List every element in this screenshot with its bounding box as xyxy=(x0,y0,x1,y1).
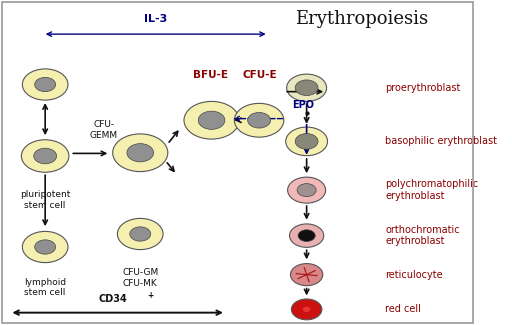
Text: red cell: red cell xyxy=(385,305,421,314)
Circle shape xyxy=(295,80,318,96)
Text: lymphoid
stem cell: lymphoid stem cell xyxy=(24,278,66,297)
Text: BFU-E: BFU-E xyxy=(193,70,228,80)
Circle shape xyxy=(23,231,68,263)
Text: IL-3: IL-3 xyxy=(144,14,167,24)
Text: reticulocyte: reticulocyte xyxy=(385,270,443,280)
Text: CFU-GM
CFU-MK: CFU-GM CFU-MK xyxy=(122,268,158,288)
Circle shape xyxy=(113,134,168,172)
Text: CD34: CD34 xyxy=(98,293,127,304)
Circle shape xyxy=(303,307,310,312)
Circle shape xyxy=(35,240,56,254)
Text: orthochromatic
erythroblast: orthochromatic erythroblast xyxy=(385,225,460,246)
Circle shape xyxy=(22,140,69,172)
Text: basophilic erythroblast: basophilic erythroblast xyxy=(385,136,497,146)
Circle shape xyxy=(289,224,324,247)
Text: EPO: EPO xyxy=(292,100,314,110)
Circle shape xyxy=(291,299,322,320)
Circle shape xyxy=(295,134,318,149)
Circle shape xyxy=(298,230,315,241)
Circle shape xyxy=(290,264,323,286)
Circle shape xyxy=(248,112,270,128)
Text: Erythropoiesis: Erythropoiesis xyxy=(295,10,428,28)
Text: +: + xyxy=(147,291,153,300)
Text: proerythroblast: proerythroblast xyxy=(385,83,460,93)
Circle shape xyxy=(294,266,319,283)
Circle shape xyxy=(297,184,316,197)
Text: polychromatophilic
erythroblast: polychromatophilic erythroblast xyxy=(385,179,478,201)
Circle shape xyxy=(35,77,56,92)
Circle shape xyxy=(23,69,68,100)
Circle shape xyxy=(286,127,328,156)
Text: CFU-E: CFU-E xyxy=(243,70,278,80)
Circle shape xyxy=(234,103,284,137)
Circle shape xyxy=(130,227,151,241)
Text: pluripotent
stem cell: pluripotent stem cell xyxy=(20,190,70,210)
Circle shape xyxy=(287,74,327,101)
Text: CFU-
GEMM: CFU- GEMM xyxy=(90,120,118,140)
Circle shape xyxy=(117,218,163,250)
Circle shape xyxy=(34,148,56,164)
Circle shape xyxy=(198,111,225,129)
Circle shape xyxy=(288,177,326,203)
Circle shape xyxy=(127,144,154,162)
Circle shape xyxy=(184,101,239,139)
